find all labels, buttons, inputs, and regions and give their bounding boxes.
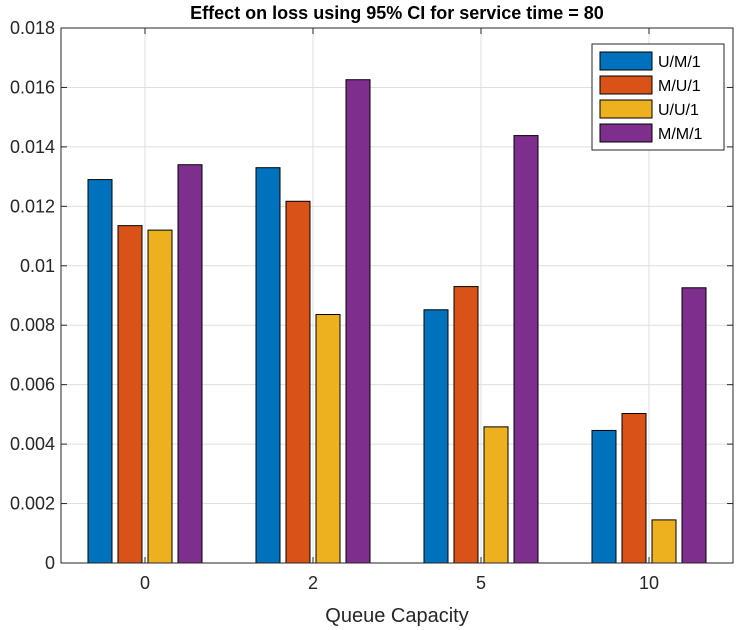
bar-u-u-1-10 [651,519,677,564]
legend-label: U/M/1 [658,54,701,71]
bar-u-u-1-2 [315,314,341,564]
bar-m-m-1-2 [345,79,371,564]
bar-m-u-1-2 [285,200,311,564]
legend-label: M/M/1 [658,126,703,143]
x-axis-label: Queue Capacity [325,605,468,627]
y-tick-label: 0.018 [10,18,55,38]
bar-m-u-1-5 [453,286,479,564]
y-tick-label: 0.014 [10,137,55,157]
bar-m-m-1-0 [177,164,203,564]
bar-u-m-1-2 [255,167,281,564]
bar-m-m-1-10 [681,287,707,564]
y-tick-label: 0.008 [10,315,55,335]
plot-frame [60,27,734,564]
legend-swatch [599,123,653,143]
bar-u-u-1-5 [483,426,509,564]
legend-swatch [599,99,653,119]
y-tick-label: 0.012 [10,196,55,216]
y-tick-label: 0.002 [10,494,55,514]
x-tick-label: 10 [639,573,659,593]
y-tick-label: 0 [45,553,55,573]
legend-label: U/U/1 [658,102,699,119]
bar-m-u-1-0 [117,225,143,564]
legend-swatch [599,51,653,71]
y-tick-label: 0.004 [10,434,55,454]
legend-label: M/U/1 [658,78,701,95]
bar-u-m-1-0 [87,179,113,564]
y-axis: 0 0.002 0.004 0.006 0.008 0.01 0.012 0.014 0.016… [10,18,733,573]
chart-title: Effect on loss using 95% CI for service … [190,3,604,23]
bar-u-u-1-0 [147,229,173,564]
bar-m-m-1-5 [513,135,539,564]
legend-swatch [599,75,653,95]
y-tick-label: 0.006 [10,375,55,395]
x-tick-label: 2 [308,573,318,593]
x-tick-label: 5 [476,573,486,593]
bar-m-u-1-10 [621,412,647,564]
y-tick-label: 0.01 [20,256,55,276]
bars-group [87,79,707,564]
legend: U/M/1 M/U/1 U/U/1 M/M/1 [591,43,725,151]
bar-u-m-1-10 [591,429,617,564]
y-tick-label: 0.016 [10,77,55,97]
x-tick-label: 0 [140,573,150,593]
x-axis: 0 2 5 10 [140,28,659,593]
bar-u-m-1-5 [423,309,449,564]
